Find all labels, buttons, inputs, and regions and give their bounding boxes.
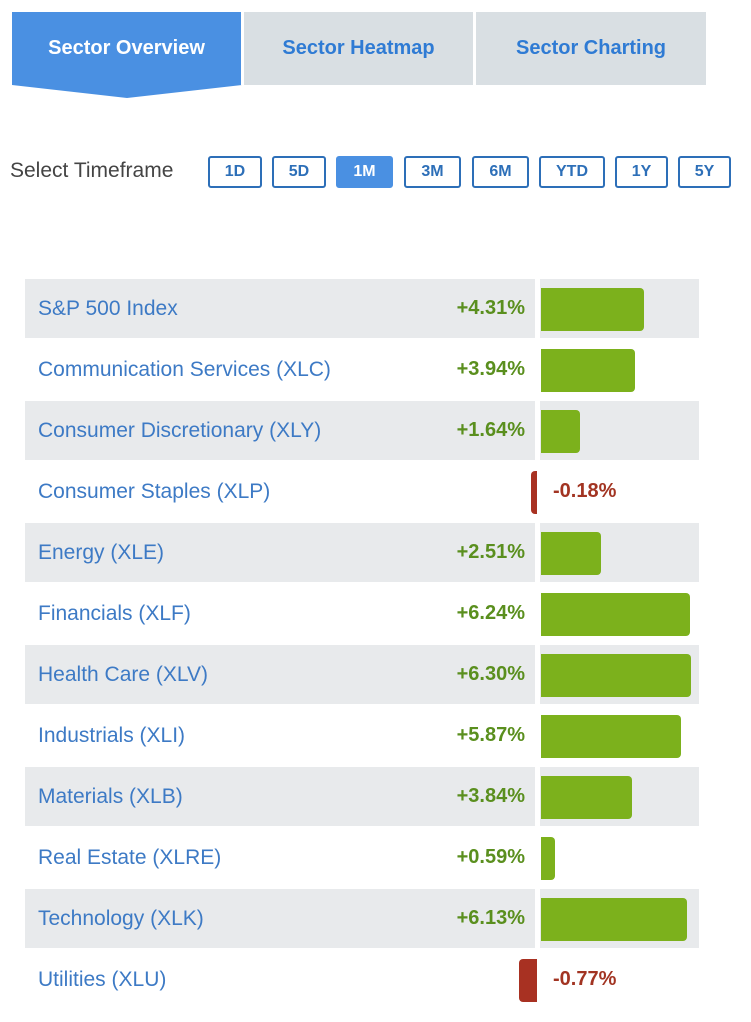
negative-change-bar [531,471,537,514]
sector-row: Industrials (XLI) +5.87% [25,706,699,767]
sector-name-link[interactable]: Financials (XLF) [38,602,191,625]
row-background-left [25,401,535,460]
sector-row: Technology (XLK) +6.13% [25,889,699,950]
timeframe-5d-button[interactable]: 5D [272,156,326,188]
sector-change-value: +0.59% [456,846,525,868]
sector-name-link[interactable]: Energy (XLE) [38,541,165,564]
sector-name-link[interactable]: Consumer Staples (XLP) [38,480,271,503]
row-background-left [25,279,535,338]
positive-change-bar [541,898,687,941]
sector-name-link[interactable]: Technology (XLK) [38,907,204,930]
sector-row: Health Care (XLV) +6.30% [25,645,699,706]
sector-change-value: +5.87% [456,724,525,746]
positive-change-bar [541,776,633,819]
sector-performance-list: S&P 500 Index +4.31% Communication Service… [25,279,699,1011]
sector-change-value: +2.51% [456,541,525,563]
sector-row: Consumer Staples (XLP) -0.18% [25,462,699,523]
sector-change-value: -0.18% [553,480,617,502]
positive-change-bar [541,288,644,331]
sector-change-value: +3.94% [456,358,525,380]
timeframe-ytd-button[interactable]: YTD [539,156,605,188]
sector-change-value: -0.77% [553,968,617,990]
positive-change-bar [541,349,635,392]
sector-name-link[interactable]: Utilities (XLU) [38,968,167,991]
negative-change-bar [518,959,537,1002]
sector-row: Materials (XLB) +3.84% [25,767,699,828]
positive-change-bar [541,837,556,880]
sector-change-value: +4.31% [456,297,525,319]
sector-name-link[interactable]: Real Estate (XLRE) [38,846,222,869]
positive-change-bar [541,715,681,758]
timeframe-1m-button[interactable]: 1M [336,156,393,188]
sector-name-link[interactable]: Consumer Discretionary (XLY) [38,419,322,442]
row-background-left [25,767,535,826]
row-background-left [25,889,535,948]
sector-name-link[interactable]: Communication Services (XLC) [38,358,331,381]
sector-change-value: +6.24% [456,602,525,624]
tab-sector-charting[interactable]: Sector Charting [476,12,706,85]
sector-row: Real Estate (XLRE) +0.59% [25,828,699,889]
positive-change-bar [541,410,581,453]
sector-name-link[interactable]: Materials (XLB) [38,785,183,808]
sector-name-link[interactable]: Health Care (XLV) [38,663,209,686]
sector-row: Consumer Discretionary (XLY) +1.64% [25,401,699,462]
tab-sector-heatmap[interactable]: Sector Heatmap [244,12,473,85]
row-background-left [25,645,535,704]
sector-change-value: +6.30% [456,663,525,685]
timeframe-3m-button[interactable]: 3M [404,156,461,188]
row-background-left [25,523,535,582]
timeframe-6m-button[interactable]: 6M [472,156,529,188]
timeframe-5y-button[interactable]: 5Y [678,156,731,188]
sector-row: Communication Services (XLC) +3.94% [25,340,699,401]
positive-change-bar [541,532,601,575]
sector-name-link[interactable]: S&P 500 Index [38,297,178,320]
sector-change-value: +3.84% [456,785,525,807]
sector-change-value: +1.64% [456,419,525,441]
timeframe-1d-button[interactable]: 1D [208,156,262,188]
tab-sector-overview[interactable]: Sector Overview [12,12,241,85]
sector-tabs: Sector Overview Sector Heatmap Sector Ch… [12,12,706,98]
positive-change-bar [541,654,691,697]
sector-row: Financials (XLF) +6.24% [25,584,699,645]
timeframe-1y-button[interactable]: 1Y [615,156,668,188]
sector-name-link[interactable]: Industrials (XLI) [38,724,186,747]
positive-change-bar [541,593,690,636]
row-background-right [540,828,699,887]
sector-row: S&P 500 Index +4.31% [25,279,699,340]
sector-row: Energy (XLE) +2.51% [25,523,699,584]
sector-row: Utilities (XLU) -0.77% [25,950,699,1011]
timeframe-label: Select Timeframe [10,159,174,182]
sector-change-value: +6.13% [456,907,525,929]
active-tab-indicator [12,85,242,98]
